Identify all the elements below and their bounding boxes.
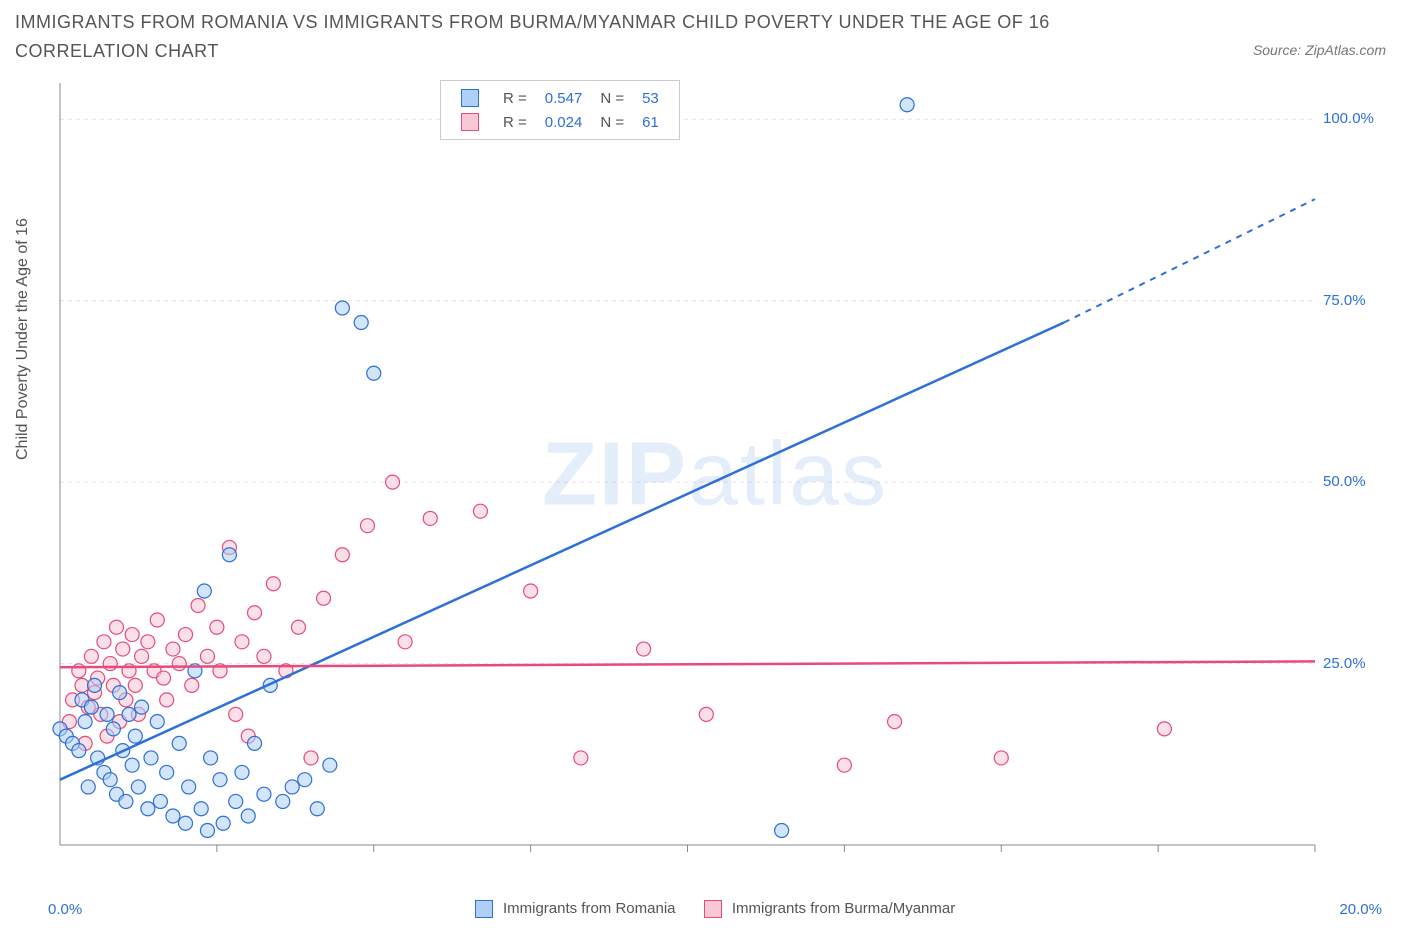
- n-value-romania: 53: [634, 87, 667, 109]
- chart-title: IMMIGRANTS FROM ROMANIA VS IMMIGRANTS FR…: [15, 8, 1115, 66]
- y-tick-label: 100.0%: [1323, 110, 1374, 127]
- r-value-burma: 0.024: [537, 111, 591, 133]
- legend-bottom: Immigrants from Romania Immigrants from …: [0, 900, 1406, 918]
- legend-label-burma: Immigrants from Burma/Myanmar: [732, 900, 955, 917]
- source-label: Source: ZipAtlas.com: [1253, 42, 1386, 58]
- legend-swatch-pink: [704, 900, 722, 918]
- y-tick-label: 50.0%: [1323, 473, 1366, 490]
- y-tick-label: 75.0%: [1323, 292, 1366, 309]
- x-tick-min: 0.0%: [48, 901, 82, 918]
- r-value-romania: 0.547: [537, 87, 591, 109]
- n-value-burma: 61: [634, 111, 667, 133]
- y-tick-label: 25.0%: [1323, 655, 1366, 672]
- legend-swatch-blue: [475, 900, 493, 918]
- legend-swatch-blue: [461, 89, 479, 107]
- legend-label-romania: Immigrants from Romania: [503, 900, 676, 917]
- x-tick-max: 20.0%: [1339, 901, 1382, 918]
- legend-row-burma: R = 0.024 N = 61: [453, 111, 667, 133]
- legend-swatch-pink: [461, 113, 479, 131]
- legend-stats: R = 0.547 N = 53 R = 0.024 N = 61: [440, 80, 680, 140]
- y-axis-label: Child Poverty Under the Age of 16: [14, 218, 32, 460]
- chart-area: ZIPatlas: [50, 75, 1380, 875]
- legend-row-romania: R = 0.547 N = 53: [453, 87, 667, 109]
- scatter-svg: [50, 75, 1380, 875]
